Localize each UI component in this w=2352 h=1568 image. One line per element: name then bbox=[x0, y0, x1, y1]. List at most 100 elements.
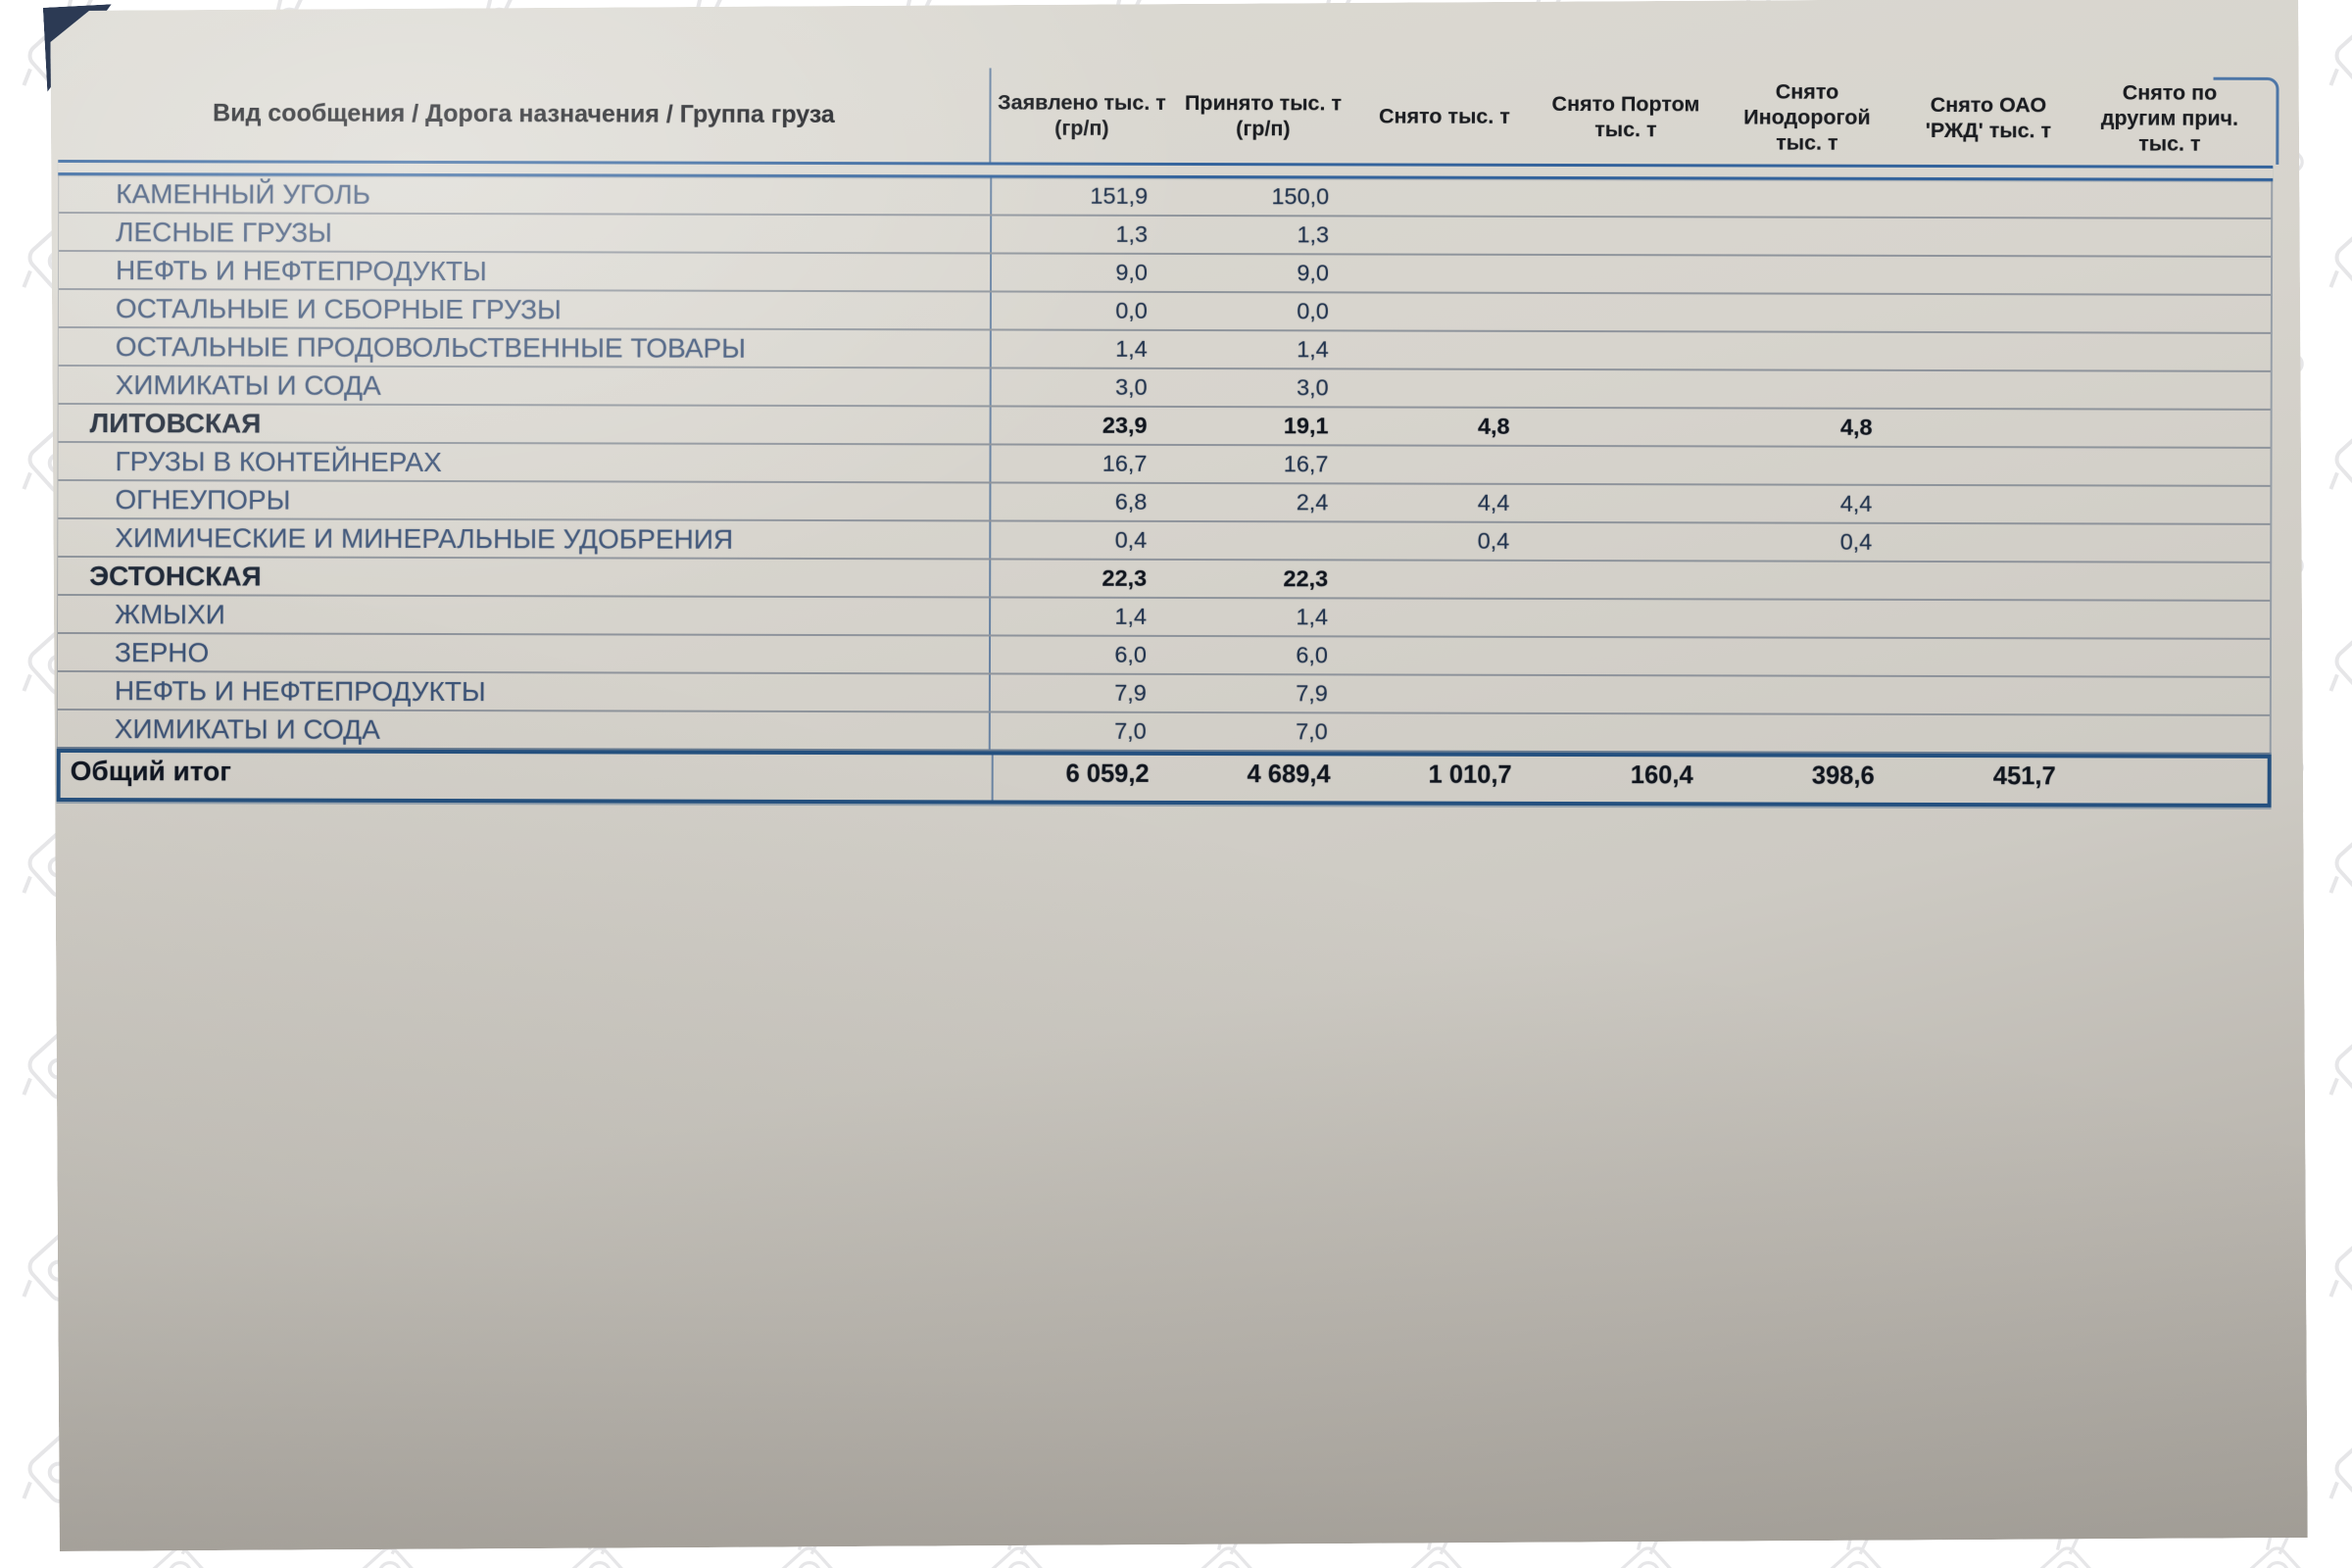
cell bbox=[1898, 257, 2080, 293]
table-row: ОСТАЛЬНЫЕ ПРОДОВОЛЬСТВЕННЫЕ ТОВАРЫ 1,4 1… bbox=[59, 328, 2271, 372]
cell: 0,4 bbox=[1839, 528, 1873, 555]
cell: 0,4 bbox=[1477, 527, 1510, 554]
row-header-title: Вид сообщения / Дорога назначения / Груп… bbox=[58, 66, 991, 162]
cell: 398,6 bbox=[1811, 761, 1875, 790]
cell: 6 059,2 bbox=[1065, 760, 1150, 788]
cell: 3,0 bbox=[1297, 374, 1329, 401]
cell: 160,4 bbox=[1630, 761, 1693, 790]
cell bbox=[1716, 447, 1897, 483]
table-row: НЕФТЬ И НЕФТЕПРОДУКТЫ 7,9 7,9 bbox=[58, 672, 2270, 716]
cell bbox=[1536, 294, 1717, 330]
table-body: КАМЕННЫЙ УГОЛЬ 151,9 150,0 ЛЕСНЫЕ ГРУЗЫ … bbox=[57, 175, 2274, 755]
col-header-declared: Заявлено тыс. т (гр/п) bbox=[998, 90, 1166, 140]
row-label: ОГНЕУПОРЫ bbox=[58, 481, 991, 519]
cell: 6,8 bbox=[1114, 488, 1148, 514]
cell bbox=[1716, 562, 1897, 598]
cell bbox=[1898, 333, 2080, 369]
cell: 4,4 bbox=[1839, 490, 1873, 516]
cell bbox=[2080, 295, 2261, 331]
cell: 1,4 bbox=[1114, 603, 1148, 629]
row-label: ЖМЫХИ bbox=[58, 596, 991, 634]
grand-total-label: Общий итог bbox=[61, 753, 994, 800]
row-label: НЕФТЬ И НЕФТЕПРОДУКТЫ bbox=[58, 672, 991, 710]
row-label: ЭСТОНСКАЯ bbox=[58, 558, 991, 596]
row-label: ОСТАЛЬНЫЕ И СБОРНЫЕ ГРУЗЫ bbox=[59, 290, 992, 328]
cell bbox=[1172, 522, 1353, 559]
table-header-row: Вид сообщения / Дорога назначения / Груп… bbox=[58, 66, 2273, 166]
cell bbox=[1716, 676, 1897, 712]
header-border-corner bbox=[2213, 77, 2278, 165]
cell bbox=[1536, 179, 1717, 216]
cell bbox=[2080, 371, 2261, 408]
cell: 6,0 bbox=[1296, 642, 1329, 668]
cell bbox=[1535, 523, 1716, 560]
cell: 4,8 bbox=[1839, 414, 1873, 440]
cell: 1,4 bbox=[1296, 604, 1329, 630]
cell bbox=[1897, 448, 2079, 484]
cell: 0,0 bbox=[1297, 298, 1329, 324]
col-header-removed: Снято тыс. т bbox=[1379, 104, 1510, 128]
cell: 1 010,7 bbox=[1428, 760, 1512, 789]
cell bbox=[1536, 409, 1717, 445]
cell bbox=[2080, 219, 2261, 255]
cell bbox=[2080, 410, 2261, 446]
table-row: ОСТАЛЬНЫЕ И СБОРНЫЕ ГРУЗЫ 0,0 0,0 bbox=[59, 290, 2271, 334]
cell bbox=[2079, 601, 2260, 637]
cell: 1,4 bbox=[1297, 336, 1329, 363]
cell: 7,9 bbox=[1296, 680, 1328, 707]
cell bbox=[2079, 639, 2260, 675]
cell bbox=[1897, 486, 2079, 522]
cell: 451,7 bbox=[1992, 762, 2056, 791]
cell: 23,9 bbox=[1102, 412, 1148, 438]
cell: 1,3 bbox=[1115, 220, 1149, 247]
cell bbox=[1898, 295, 2080, 331]
cell bbox=[1535, 562, 1716, 598]
cell bbox=[1898, 371, 2080, 408]
cell bbox=[1536, 218, 1717, 254]
row-label: ЛЕСНЫЕ ГРУЗЫ bbox=[59, 214, 992, 252]
cell: 16,7 bbox=[1283, 451, 1329, 477]
table-row: ЖМЫХИ 1,4 1,4 bbox=[58, 596, 2270, 640]
cell bbox=[1353, 599, 1535, 635]
paper-sheet: Вид сообщения / Дорога назначения / Груп… bbox=[50, 0, 2308, 1551]
cell bbox=[1898, 219, 2080, 255]
cell bbox=[2079, 486, 2260, 522]
table-row: НЕФТЬ И НЕФТЕПРОДУКТЫ 9,0 9,0 bbox=[59, 252, 2271, 296]
table-row: ОГНЕУПОРЫ 6,8 2,4 4,4 4,4 bbox=[58, 481, 2270, 525]
cell bbox=[1717, 256, 1898, 292]
grand-total-row: Общий итог 6 059,2 4 689,4 1 010,7 160,4… bbox=[57, 749, 2272, 808]
cell: 4 689,4 bbox=[1247, 760, 1331, 789]
table-row: ЛЕСНЫЕ ГРУЗЫ 1,3 1,3 bbox=[59, 214, 2271, 258]
cell bbox=[1354, 293, 1536, 329]
cell bbox=[1353, 713, 1535, 750]
cell bbox=[1897, 677, 2079, 713]
cell bbox=[1897, 639, 2079, 675]
row-label: ГРУЗЫ В КОНТЕЙНЕРАХ bbox=[58, 443, 991, 481]
cell bbox=[2080, 333, 2261, 369]
cell bbox=[1354, 331, 1536, 368]
cell bbox=[1717, 179, 1898, 216]
cell bbox=[2080, 180, 2261, 217]
row-label: НЕФТЬ И НЕФТЕПРОДУКТЫ bbox=[59, 252, 992, 290]
cell: 2,4 bbox=[1296, 489, 1329, 515]
row-label: ОСТАЛЬНЫЕ ПРОДОВОЛЬСТВЕННЫЕ ТОВАРЫ bbox=[59, 328, 992, 367]
cell bbox=[1716, 714, 1897, 751]
cell bbox=[1535, 600, 1716, 636]
cell bbox=[1535, 676, 1716, 712]
cell bbox=[1535, 485, 1716, 521]
cell: 0,0 bbox=[1115, 297, 1148, 323]
cell bbox=[1354, 255, 1536, 291]
cell: 6,0 bbox=[1114, 641, 1148, 667]
cell bbox=[1535, 638, 1716, 674]
row-label: ХИМИКАТЫ И СОДА bbox=[59, 367, 992, 405]
cell bbox=[1716, 600, 1897, 636]
cell bbox=[2079, 563, 2260, 599]
table-row: ХИМИКАТЫ И СОДА 7,0 7,0 bbox=[58, 710, 2270, 755]
col-header-removed-port: Снято Портом тыс. т bbox=[1551, 91, 1700, 142]
row-label: ХИМИКАТЫ И СОДА bbox=[58, 710, 991, 749]
cell bbox=[1897, 563, 2079, 599]
cell bbox=[1535, 714, 1716, 751]
cell: 7,0 bbox=[1114, 717, 1147, 744]
cell bbox=[1353, 637, 1535, 673]
table-row: ХИМИКАТЫ И СОДА 3,0 3,0 bbox=[59, 367, 2271, 411]
